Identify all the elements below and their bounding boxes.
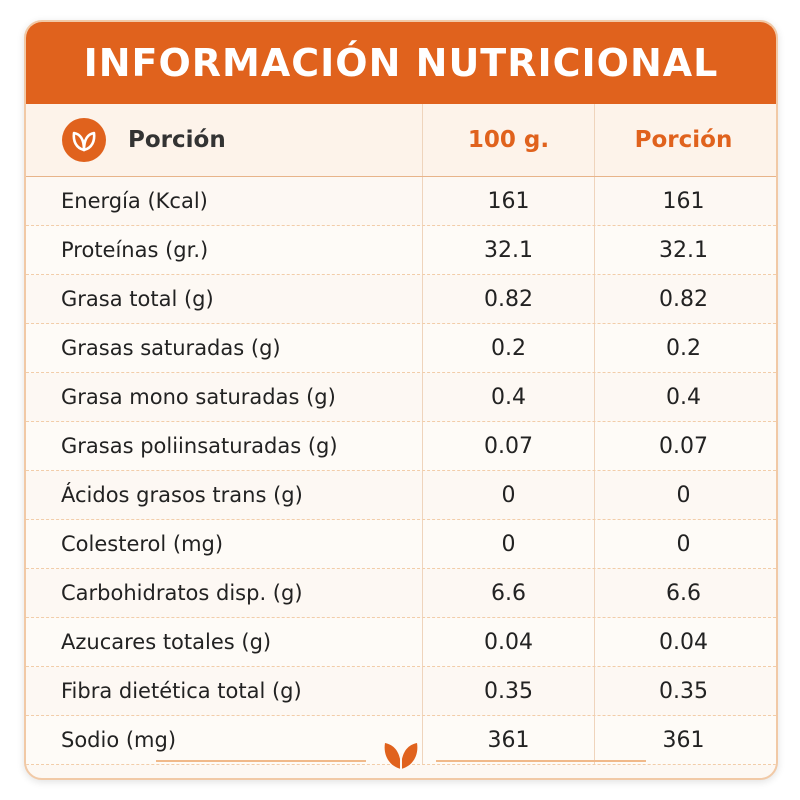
table-row: Colesterol (mg) 0 0	[26, 520, 776, 569]
value-portion: 361	[594, 716, 772, 764]
table-row: Azucares totales (g) 0.04 0.04	[26, 618, 776, 667]
value-portion: 0.07	[594, 422, 772, 470]
value-portion: 0.35	[594, 667, 772, 715]
value-100g: 0.35	[422, 667, 594, 715]
table-row: Grasas poliinsaturadas (g) 0.07 0.07	[26, 422, 776, 471]
value-portion: 0	[594, 520, 772, 568]
title-banner: INFORMACIÓN NUTRICIONAL	[26, 22, 776, 104]
nutrition-table: Porción 100 g. Porción Energía (Kcal) 161…	[26, 104, 776, 765]
page-title: INFORMACIÓN NUTRICIONAL	[83, 41, 719, 85]
nutrient-label: Grasas saturadas (g)	[61, 336, 281, 360]
value-portion: 0	[594, 471, 772, 519]
header-label: Porción	[128, 127, 226, 153]
value-portion: 161	[594, 177, 772, 225]
leaf-ornament-icon	[366, 734, 436, 774]
header-col-porcion: Porción	[594, 104, 772, 176]
table-row: Ácidos grasos trans (g) 0 0	[26, 471, 776, 520]
leaf-icon	[62, 118, 106, 162]
table-row: Fibra dietética total (g) 0.35 0.35	[26, 667, 776, 716]
nutrient-label: Sodio (mg)	[61, 728, 177, 752]
table-row: Grasa total (g) 0.82 0.82	[26, 275, 776, 324]
value-100g: 0	[422, 471, 594, 519]
footer-divider-left	[156, 760, 366, 762]
header-label-cell: Porción	[26, 104, 422, 176]
nutrient-label: Energía (Kcal)	[61, 189, 208, 213]
value-100g: 361	[422, 716, 594, 764]
nutrient-label: Grasa mono saturadas (g)	[61, 385, 336, 409]
value-100g: 0	[422, 520, 594, 568]
nutrient-label: Grasa total (g)	[61, 287, 214, 311]
value-100g: 0.04	[422, 618, 594, 666]
table-row: Grasas saturadas (g) 0.2 0.2	[26, 324, 776, 373]
value-portion: 32.1	[594, 226, 772, 274]
table-row: Carbohidratos disp. (g) 6.6 6.6	[26, 569, 776, 618]
value-100g: 161	[422, 177, 594, 225]
value-100g: 0.2	[422, 324, 594, 372]
nutrient-label: Azucares totales (g)	[61, 630, 272, 654]
nutrient-label: Ácidos grasos trans (g)	[61, 483, 303, 507]
nutrition-card: INFORMACIÓN NUTRICIONAL Porción 100 g. P…	[24, 20, 778, 780]
value-100g: 0.4	[422, 373, 594, 421]
value-100g: 0.82	[422, 275, 594, 323]
table-row: Energía (Kcal) 161 161	[26, 177, 776, 226]
value-100g: 0.07	[422, 422, 594, 470]
table-header: Porción 100 g. Porción	[26, 104, 776, 177]
table-row: Proteínas (gr.) 32.1 32.1	[26, 226, 776, 275]
nutrient-label: Colesterol (mg)	[61, 532, 224, 556]
value-100g: 6.6	[422, 569, 594, 617]
value-portion: 0.4	[594, 373, 772, 421]
nutrient-label: Proteínas (gr.)	[61, 238, 209, 262]
value-portion: 0.82	[594, 275, 772, 323]
value-portion: 6.6	[594, 569, 772, 617]
value-portion: 0.2	[594, 324, 772, 372]
nutrient-label: Grasas poliinsaturadas (g)	[61, 434, 338, 458]
nutrient-label: Carbohidratos disp. (g)	[61, 581, 303, 605]
nutrient-label: Fibra dietética total (g)	[61, 679, 302, 703]
table-row: Grasa mono saturadas (g) 0.4 0.4	[26, 373, 776, 422]
value-portion: 0.04	[594, 618, 772, 666]
footer-divider-right	[436, 760, 646, 762]
header-col-100g: 100 g.	[422, 104, 594, 176]
value-100g: 32.1	[422, 226, 594, 274]
